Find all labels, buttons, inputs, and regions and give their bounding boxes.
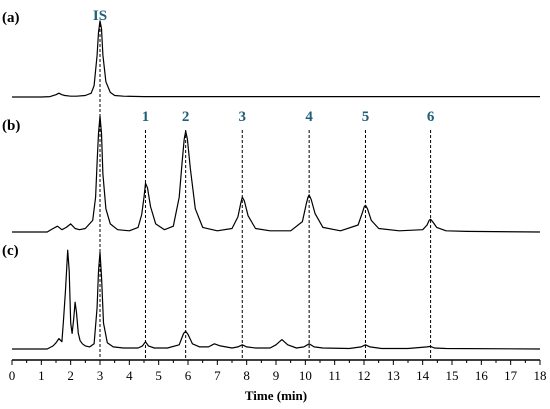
x-tick-label-10: 10 xyxy=(299,368,312,383)
x-tick-label-18: 18 xyxy=(534,368,547,383)
x-tick-label-9: 9 xyxy=(273,368,280,383)
peak-label-4: 4 xyxy=(305,109,313,125)
x-tick-label-17: 17 xyxy=(504,368,518,383)
peak-label-6: 6 xyxy=(427,109,435,125)
labels-layer: (a) (b) (c) IS 1 2 3 4 5 6 xyxy=(2,8,435,259)
peak-label-2: 2 xyxy=(182,109,190,125)
x-axis-title: Time (min) xyxy=(245,388,307,403)
x-tick-label-8: 8 xyxy=(243,368,250,383)
x-tick-label-4: 4 xyxy=(126,368,133,383)
x-tick-label-3: 3 xyxy=(97,368,104,383)
x-tick-label-0: 0 xyxy=(9,368,16,383)
x-tick-label-14: 14 xyxy=(416,368,430,383)
x-tick-label-1: 1 xyxy=(38,368,45,383)
peak-label-IS: IS xyxy=(93,8,107,24)
x-tick-label-5: 5 xyxy=(155,368,162,383)
panel-label-1: (a) xyxy=(2,10,20,26)
x-tick-label-12: 12 xyxy=(358,368,371,383)
x-tick-label-13: 13 xyxy=(387,368,400,383)
trace-2 xyxy=(12,115,541,233)
peak-label-3: 3 xyxy=(239,109,247,125)
x-axis: 0 1 2 3 4 5 6 7 8 9 10 11 12 13 14 15 16 17 18 xyxy=(9,359,547,383)
trace-1 xyxy=(12,20,540,98)
panel-label-2: (b) xyxy=(2,118,20,134)
x-tick-label-2: 2 xyxy=(67,368,74,383)
x-tick-label-6: 6 xyxy=(185,368,192,383)
trace-3 xyxy=(12,249,541,350)
peak-label-5: 5 xyxy=(362,109,370,125)
panel-label-3: (c) xyxy=(2,243,19,259)
x-tick-label-15: 15 xyxy=(446,368,459,383)
traces-layer xyxy=(12,20,541,350)
guides-layer xyxy=(99,24,432,358)
x-tick-label-7: 7 xyxy=(214,368,221,383)
x-tick-label-11: 11 xyxy=(328,368,341,383)
x-tick-label-16: 16 xyxy=(475,368,489,383)
peak-label-1: 1 xyxy=(142,109,150,125)
